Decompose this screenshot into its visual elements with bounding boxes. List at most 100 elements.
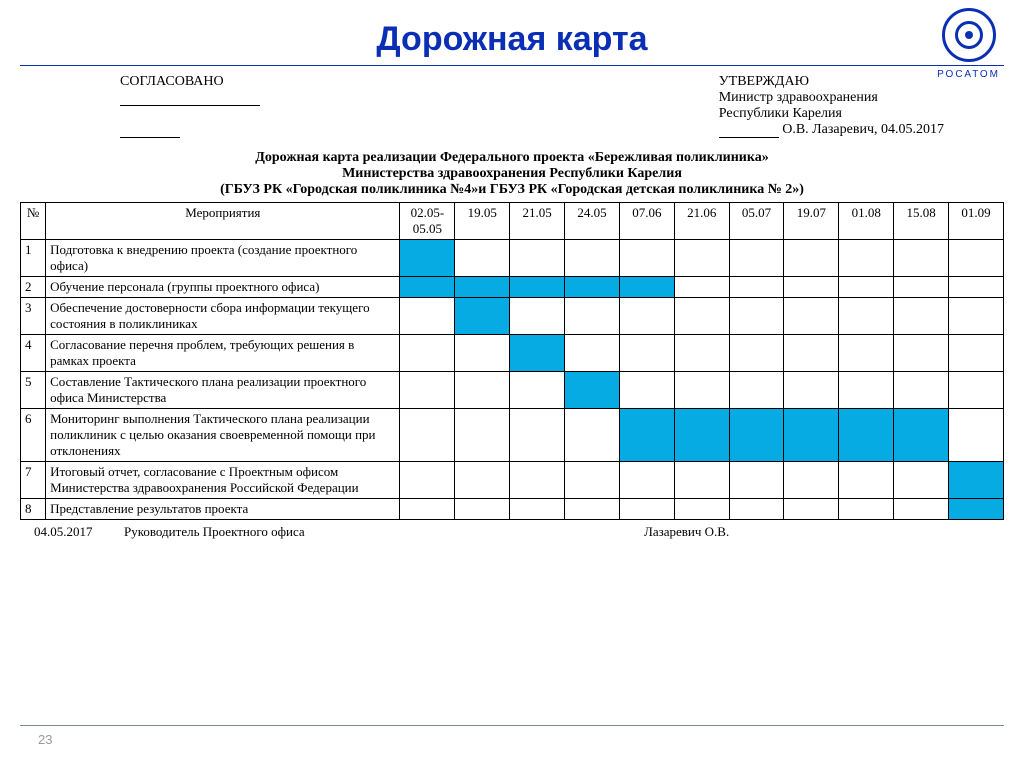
gantt-cell	[455, 499, 510, 520]
gantt-cell	[674, 277, 729, 298]
gantt-cell	[674, 240, 729, 277]
gantt-cell	[400, 499, 455, 520]
page-number: 23	[38, 732, 1004, 747]
approval-right: УТВЕРЖДАЮ Министр здравоохранения Респуб…	[719, 74, 944, 138]
gantt-cell	[455, 409, 510, 462]
gantt-cell	[839, 372, 894, 409]
gantt-cell	[784, 335, 839, 372]
footer-row: 04.05.2017 Руководитель Проектного офиса…	[20, 520, 1004, 540]
gantt-cell	[510, 277, 565, 298]
gantt-cell	[619, 409, 674, 462]
row-num: 6	[21, 409, 46, 462]
row-text: Составление Тактического плана реализаци…	[46, 372, 400, 409]
gantt-cell	[729, 499, 784, 520]
gantt-cell	[510, 499, 565, 520]
approval-left-header: СОГЛАСОВАНО	[120, 74, 260, 90]
rosatom-logo: РОСАТОМ	[937, 8, 1000, 80]
gantt-cell	[784, 372, 839, 409]
footer-name: Лазаревич О.В.	[644, 524, 729, 540]
row-text: Обучение персонала (группы проектного оф…	[46, 277, 400, 298]
row-num: 4	[21, 335, 46, 372]
table-row: 5Составление Тактического плана реализац…	[21, 372, 1004, 409]
table-row: 1Подготовка к внедрению проекта (создани…	[21, 240, 1004, 277]
gantt-cell	[784, 277, 839, 298]
table-row: 8Представление результатов проекта	[21, 499, 1004, 520]
gantt-cell	[455, 277, 510, 298]
gantt-cell	[565, 499, 620, 520]
gantt-cell	[400, 335, 455, 372]
gantt-cell	[455, 462, 510, 499]
gantt-cell	[565, 372, 620, 409]
col-date-7: 19.07	[784, 203, 839, 240]
gantt-cell	[510, 298, 565, 335]
row-num: 8	[21, 499, 46, 520]
row-text: Итоговый отчет, согласование с Проектным…	[46, 462, 400, 499]
gantt-cell	[949, 277, 1004, 298]
rosatom-logo-icon	[942, 8, 996, 62]
gantt-cell	[894, 409, 949, 462]
gantt-cell	[729, 462, 784, 499]
col-date-9: 15.08	[894, 203, 949, 240]
gantt-cell	[510, 335, 565, 372]
gantt-cell	[619, 462, 674, 499]
col-date-0: 02.05-05.05	[400, 203, 455, 240]
gantt-cell	[729, 372, 784, 409]
roadmap-thead: №Мероприятия02.05-05.0519.0521.0524.0507…	[21, 203, 1004, 240]
document-title: Дорожная карта реализации Федерального п…	[20, 150, 1004, 198]
gantt-cell	[400, 372, 455, 409]
col-date-10: 01.09	[949, 203, 1004, 240]
gantt-cell	[455, 240, 510, 277]
table-row: 6Мониторинг выполнения Тактического план…	[21, 409, 1004, 462]
gantt-cell	[949, 240, 1004, 277]
gantt-cell	[784, 298, 839, 335]
gantt-cell	[455, 298, 510, 335]
gantt-cell	[674, 409, 729, 462]
doctitle-l1: Дорожная карта реализации Федерального п…	[20, 150, 1004, 166]
gantt-cell	[565, 298, 620, 335]
gantt-cell	[894, 298, 949, 335]
col-date-4: 07.06	[619, 203, 674, 240]
col-date-1: 19.05	[455, 203, 510, 240]
gantt-cell	[839, 277, 894, 298]
doctitle-l2: Министерства здравоохранения Республики …	[20, 166, 1004, 182]
gantt-cell	[400, 277, 455, 298]
col-date-6: 05.07	[729, 203, 784, 240]
gantt-cell	[729, 240, 784, 277]
gantt-cell	[839, 499, 894, 520]
approval-right-sign: О.В. Лазаревич, 04.05.2017	[719, 122, 944, 138]
gantt-cell	[839, 298, 894, 335]
gantt-cell	[949, 409, 1004, 462]
approval-right-sign-line	[719, 123, 779, 138]
gantt-cell	[619, 240, 674, 277]
approval-right-line1: Министр здравоохранения	[719, 90, 944, 106]
gantt-cell	[949, 462, 1004, 499]
gantt-cell	[839, 462, 894, 499]
rosatom-logo-label: РОСАТОМ	[937, 69, 1000, 80]
gantt-cell	[894, 499, 949, 520]
approval-left-line2	[120, 123, 180, 138]
gantt-cell	[510, 462, 565, 499]
gantt-cell	[894, 240, 949, 277]
gantt-cell	[784, 499, 839, 520]
bottom-area: 23	[20, 725, 1004, 747]
gantt-cell	[674, 372, 729, 409]
approval-left: СОГЛАСОВАНО	[120, 74, 260, 138]
gantt-cell	[455, 372, 510, 409]
col-num: №	[21, 203, 46, 240]
row-text: Обеспечение достоверности сбора информац…	[46, 298, 400, 335]
row-num: 5	[21, 372, 46, 409]
col-date-3: 24.05	[565, 203, 620, 240]
gantt-cell	[729, 409, 784, 462]
gantt-cell	[400, 462, 455, 499]
approval-right-sign-text: О.В. Лазаревич, 04.05.2017	[782, 122, 944, 137]
gantt-cell	[894, 277, 949, 298]
title-rule	[20, 65, 1004, 66]
gantt-cell	[674, 462, 729, 499]
gantt-cell	[949, 372, 1004, 409]
gantt-cell	[565, 409, 620, 462]
gantt-cell	[674, 335, 729, 372]
gantt-cell	[894, 462, 949, 499]
gantt-cell	[619, 372, 674, 409]
gantt-cell	[839, 240, 894, 277]
gantt-cell	[784, 462, 839, 499]
